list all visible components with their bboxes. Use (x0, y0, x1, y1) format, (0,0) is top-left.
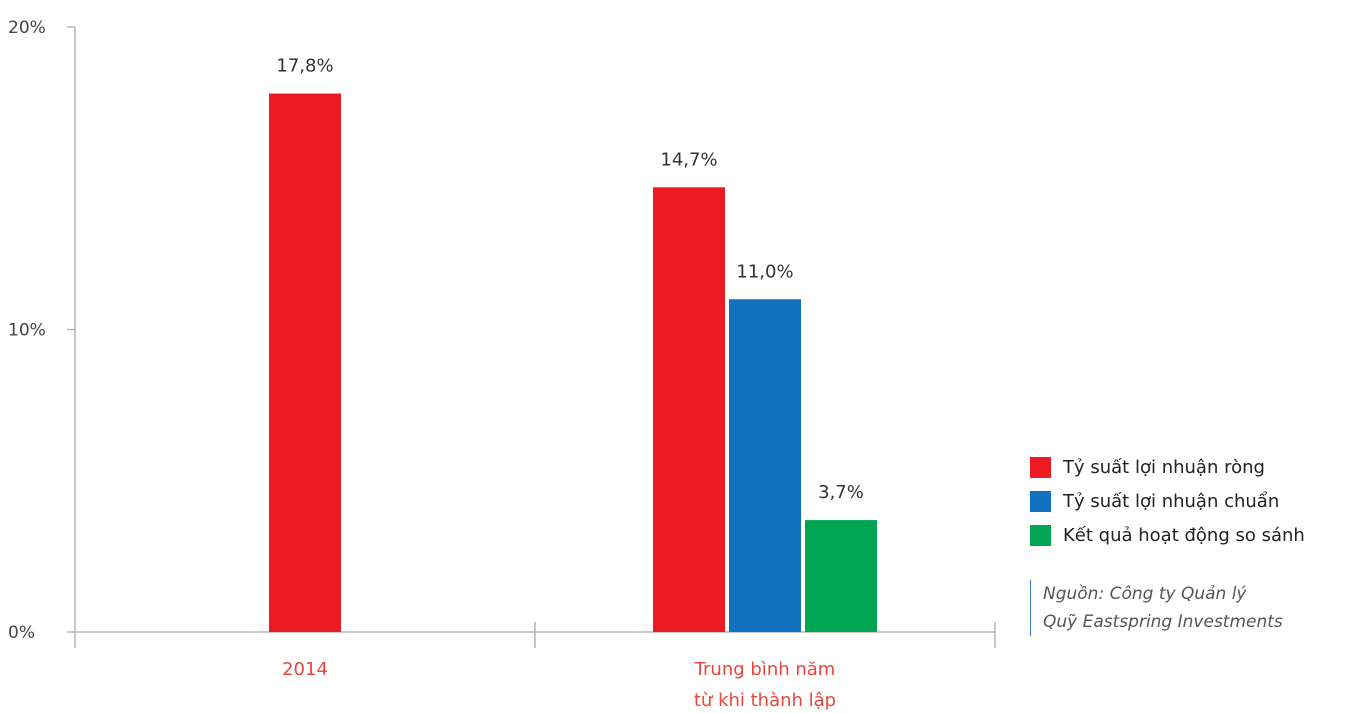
source-line-1: Nguồn: Công ty Quản lý (1043, 580, 1283, 608)
bar (805, 520, 877, 632)
bar (269, 94, 341, 632)
data-label: 17,8% (276, 56, 333, 77)
legend-item-relative-performance: Kết quả hoạt động so sánh (1030, 518, 1305, 552)
category-label: từ khi thành lập (694, 690, 836, 711)
bar (653, 187, 725, 632)
bars (269, 94, 877, 632)
bar (729, 299, 801, 632)
legend-swatch-benchmark (1030, 491, 1051, 512)
source-line-2: Quỹ Eastspring Investments (1043, 608, 1283, 636)
data-label: 14,7% (660, 149, 717, 170)
legend: Tỷ suất lợi nhuận ròng Tỷ suất lợi nhuận… (1030, 450, 1305, 552)
legend-item-benchmark: Tỷ suất lợi nhuận chuẩn (1030, 484, 1305, 518)
legend-label-relative-performance: Kết quả hoạt động so sánh (1063, 525, 1305, 546)
legend-label-benchmark: Tỷ suất lợi nhuận chuẩn (1063, 491, 1279, 512)
category-label: 2014 (282, 659, 328, 680)
y-tick-labels: 0% 10% 20% (8, 18, 46, 643)
legend-swatch-net-return (1030, 457, 1051, 478)
data-label: 11,0% (736, 261, 793, 282)
y-tick-label: 0% (8, 623, 35, 643)
legend-item-net-return: Tỷ suất lợi nhuận ròng (1030, 450, 1305, 484)
source-note: Nguồn: Công ty Quản lý Quỹ Eastspring In… (1030, 580, 1283, 636)
y-tick-label: 20% (8, 18, 46, 38)
legend-label-net-return: Tỷ suất lợi nhuận ròng (1063, 457, 1265, 478)
legend-swatch-relative-performance (1030, 525, 1051, 546)
category-labels: 2014 Trung bình năm từ khi thành lập (282, 659, 836, 711)
y-tick-label: 10% (8, 321, 46, 341)
category-label: Trung bình năm (694, 659, 836, 680)
data-label: 3,7% (818, 482, 864, 503)
